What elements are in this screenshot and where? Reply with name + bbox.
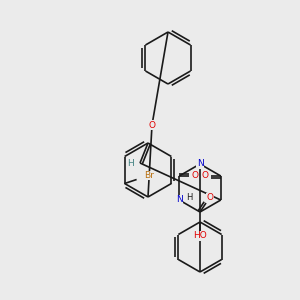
Text: H: H bbox=[186, 194, 192, 202]
Text: Br: Br bbox=[144, 171, 154, 180]
Text: N: N bbox=[176, 196, 183, 205]
Text: O: O bbox=[201, 172, 208, 181]
Text: O: O bbox=[206, 194, 214, 202]
Text: N: N bbox=[196, 160, 203, 169]
Text: O: O bbox=[192, 172, 199, 181]
Text: H: H bbox=[127, 158, 134, 167]
Text: O: O bbox=[148, 121, 155, 130]
Text: HO: HO bbox=[193, 232, 207, 241]
